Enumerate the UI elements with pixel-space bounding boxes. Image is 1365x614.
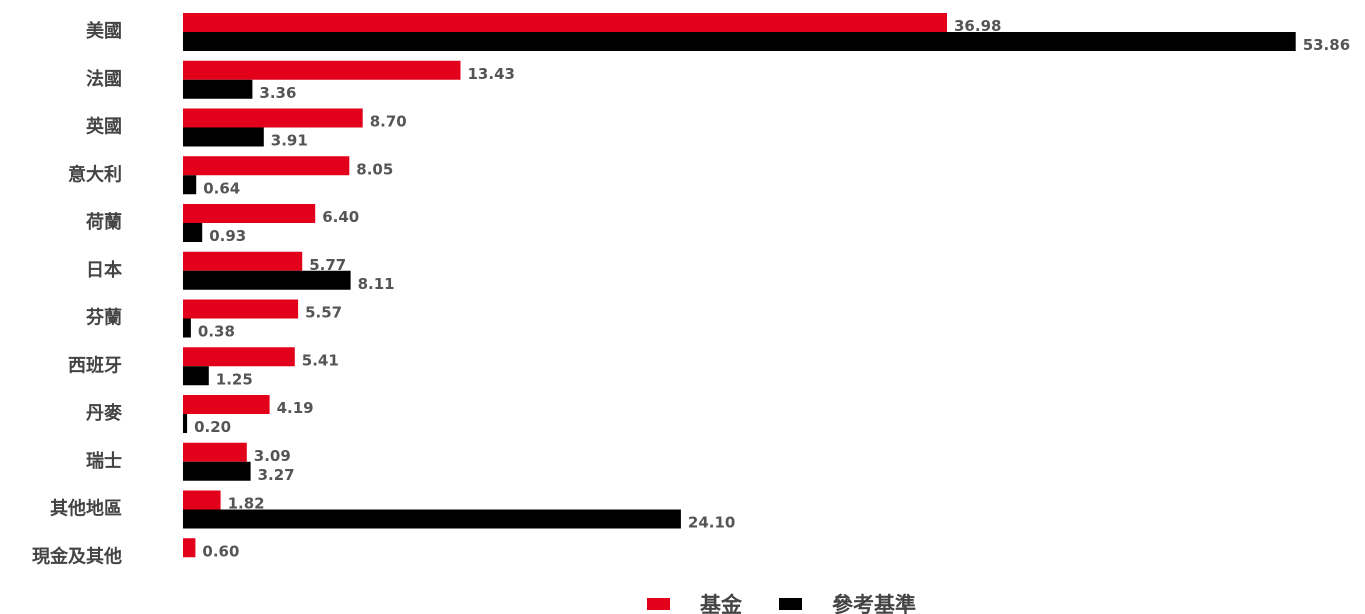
bar-benchmark-netherlands [183, 223, 203, 242]
bar-fund-denmark [183, 395, 270, 414]
category-label-japan: 日本 [86, 259, 122, 281]
value-label-benchmark-denmark: 0.20 [194, 418, 231, 436]
bar-benchmark-usa [183, 32, 1296, 51]
category-label-others: 其他地區 [50, 498, 122, 520]
category-label-uk: 英國 [85, 116, 122, 138]
bar-fund-japan [183, 251, 303, 271]
legend-swatch-benchmark [779, 598, 802, 610]
bar-benchmark-japan [183, 270, 351, 290]
bar-benchmark-spain [183, 366, 209, 386]
bar-fund-italy [183, 156, 350, 176]
value-label-fund-finland: 5.57 [305, 304, 342, 322]
value-label-fund-cash: 0.60 [202, 542, 239, 560]
value-label-benchmark-italy: 0.64 [203, 179, 240, 197]
bar-fund-netherlands [183, 204, 316, 223]
bar-fund-finland [183, 299, 299, 319]
value-label-fund-denmark: 4.19 [277, 399, 314, 417]
category-label-netherlands: 荷蘭 [86, 211, 122, 233]
bar-benchmark-denmark [183, 414, 188, 433]
legend: 基金 參考基準 [647, 593, 916, 614]
value-label-fund-uk: 8.70 [370, 113, 407, 131]
value-label-fund-others: 1.82 [228, 495, 265, 513]
bar-fund-cash [183, 538, 196, 558]
legend-label-benchmark: 參考基準 [832, 593, 916, 614]
bar-benchmark-others [183, 509, 681, 529]
bar-fund-uk [183, 108, 363, 128]
category-label-italy: 意大利 [68, 163, 122, 185]
bar-benchmark-finland [183, 318, 191, 338]
bar-benchmark-italy [183, 175, 197, 195]
category-label-spain: 西班牙 [68, 355, 122, 376]
category-label-cash: 現金及其他 [32, 545, 122, 567]
value-label-fund-france: 13.43 [468, 65, 515, 83]
value-label-benchmark-usa: 53.86 [1303, 36, 1350, 54]
category-label-france: 法國 [86, 68, 122, 90]
legend-swatch-fund [647, 598, 670, 610]
value-label-benchmark-switzerland: 3.27 [258, 466, 295, 484]
bar-fund-others [183, 490, 221, 510]
category-label-finland: 芬蘭 [85, 307, 122, 329]
value-label-benchmark-spain: 1.25 [216, 370, 253, 388]
category-label-usa: 美國 [86, 20, 122, 42]
value-label-benchmark-france: 3.36 [259, 84, 296, 102]
bar-benchmark-switzerland [183, 461, 251, 481]
value-label-fund-italy: 8.05 [356, 160, 393, 178]
category-label-denmark: 丹麥 [86, 402, 123, 424]
bar-benchmark-uk [183, 127, 264, 147]
value-label-benchmark-japan: 8.11 [358, 275, 395, 293]
bar-fund-switzerland [183, 442, 247, 462]
category-label-switzerland: 瑞士 [86, 451, 122, 472]
value-label-fund-netherlands: 6.40 [322, 208, 359, 226]
plot-area: 美國 36.98 53.86 法國 13.43 3.36 英國 8.70 3.91 意大利 8.05… [32, 13, 1350, 567]
value-label-fund-switzerland: 3.09 [254, 447, 291, 465]
bar-fund-spain [183, 347, 295, 367]
bar-fund-usa [183, 13, 947, 32]
value-label-fund-usa: 36.98 [954, 17, 1001, 35]
bar-benchmark-france [183, 79, 253, 99]
value-label-fund-spain: 5.41 [302, 351, 339, 369]
value-label-benchmark-finland: 0.38 [198, 323, 235, 341]
bar-fund-france [183, 60, 461, 80]
value-label-benchmark-uk: 3.91 [271, 132, 308, 150]
value-label-benchmark-others: 24.10 [688, 514, 735, 532]
value-label-benchmark-netherlands: 0.93 [209, 227, 246, 245]
value-label-fund-japan: 5.77 [309, 256, 346, 274]
legend-label-fund: 基金 [700, 593, 743, 614]
